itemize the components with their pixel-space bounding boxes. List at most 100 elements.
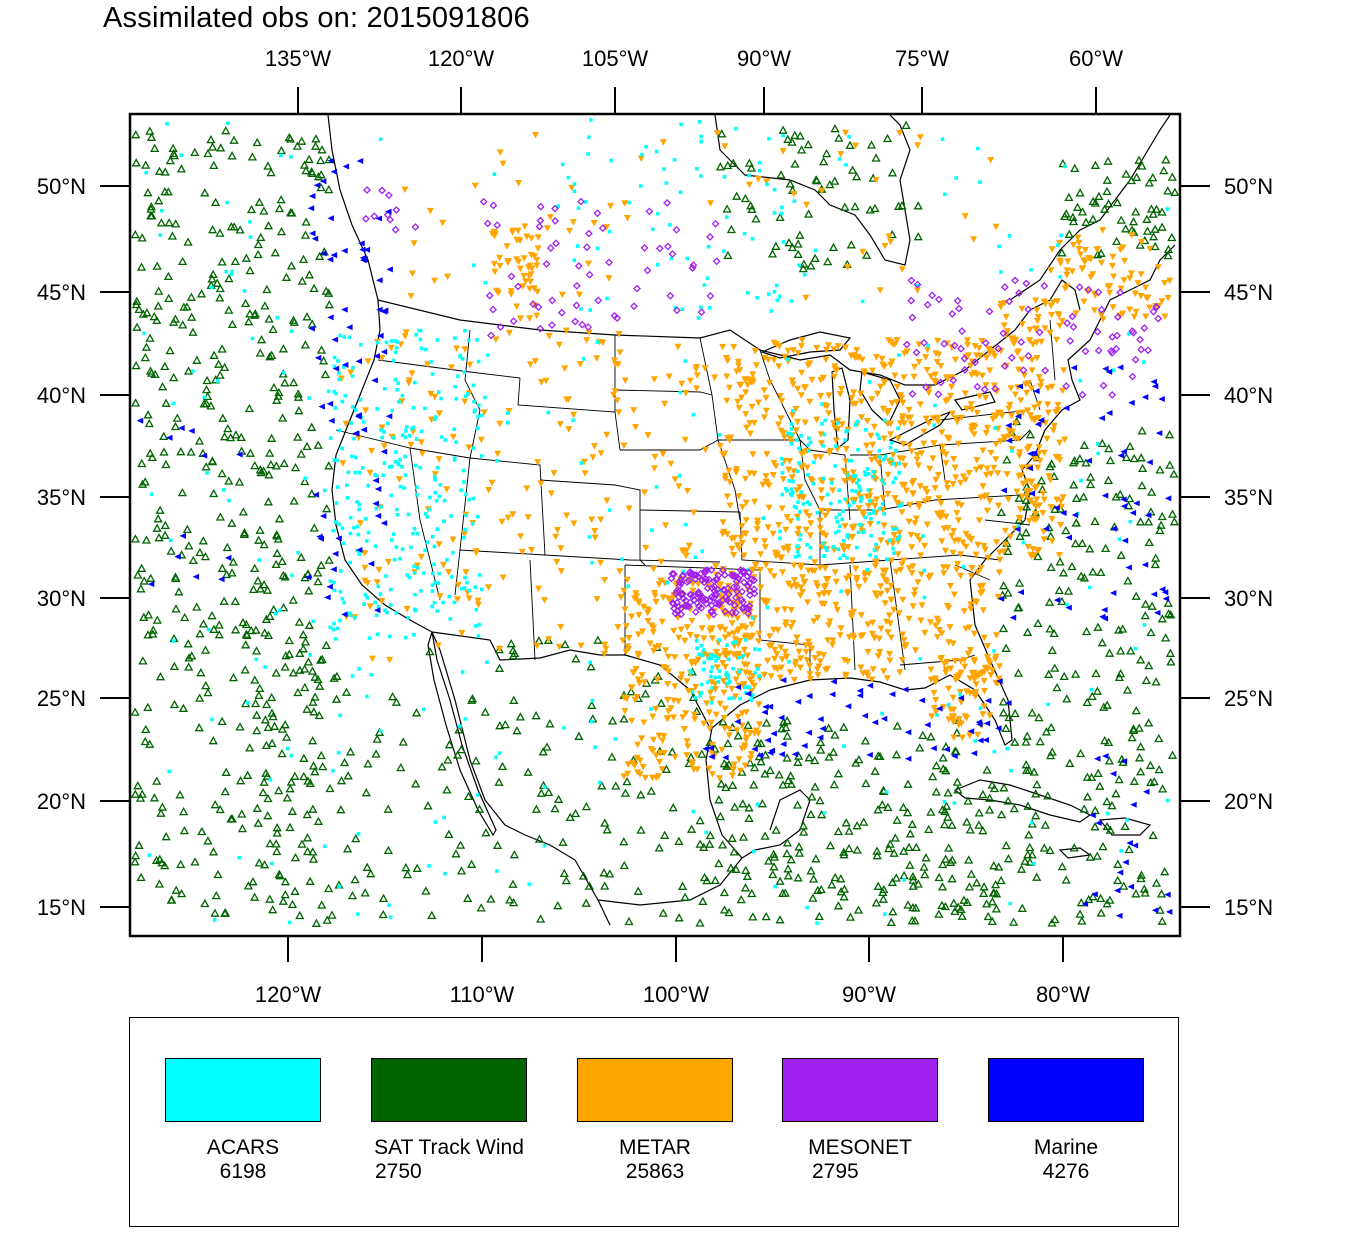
marine-marker: [830, 678, 837, 685]
metar-marker: [507, 291, 515, 298]
sat-track-wind-marker: [287, 899, 298, 909]
metar-marker: [802, 648, 810, 656]
sat-track-wind-marker: [695, 815, 705, 825]
metar-marker: [1018, 464, 1026, 471]
metar-marker: [839, 543, 846, 550]
metar-marker: [734, 615, 741, 622]
acars-marker: [649, 707, 653, 711]
acars-marker: [348, 531, 353, 536]
mesonet-marker: [666, 291, 675, 300]
metar-marker: [984, 654, 991, 661]
acars-marker: [806, 473, 810, 477]
marine-marker: [371, 377, 378, 384]
metar-marker: [939, 704, 947, 711]
metar-marker: [730, 651, 738, 658]
metar-marker: [777, 644, 785, 651]
acars-marker: [757, 647, 761, 652]
sat-track-wind-marker: [999, 783, 1009, 792]
sat-track-wind-marker: [371, 749, 381, 758]
metar-marker: [806, 532, 814, 539]
acars-marker: [397, 400, 401, 404]
marine-marker: [1114, 887, 1121, 894]
marine-marker: [801, 742, 808, 749]
mesonet-marker: [950, 341, 959, 350]
metar-marker: [957, 479, 965, 487]
metar-marker: [794, 385, 802, 393]
metar-marker: [378, 598, 386, 605]
sat-track-wind-marker: [674, 913, 684, 922]
sat-track-wind-marker: [953, 902, 963, 911]
sat-track-wind-marker: [1004, 712, 1014, 722]
mesonet-marker: [643, 266, 652, 275]
sat-track-wind-marker: [290, 771, 300, 780]
marine-marker: [943, 746, 950, 753]
acars-marker: [428, 495, 432, 500]
metar-marker: [380, 443, 388, 450]
marine-marker: [1014, 413, 1022, 420]
acars-marker: [334, 637, 338, 641]
legend-item-mesonet: MESONET 2795: [782, 1058, 938, 1184]
metar-marker: [992, 653, 1000, 661]
marine-marker: [1033, 388, 1040, 395]
sat-track-wind-marker: [622, 776, 632, 786]
sat-track-wind-marker: [787, 242, 798, 252]
marine-marker: [332, 365, 340, 372]
metar-marker: [730, 552, 738, 559]
sat-track-wind-marker: [561, 875, 571, 885]
metar-marker: [967, 362, 975, 370]
sat-track-wind-marker: [1023, 801, 1033, 810]
metar-marker: [755, 630, 763, 638]
sat-track-wind-marker: [839, 722, 849, 731]
sat-track-wind-marker: [280, 378, 290, 387]
sat-track-wind-marker: [152, 261, 162, 270]
left-axis-label: 25°N: [37, 686, 86, 711]
acars-marker: [413, 592, 417, 597]
sat-track-wind-marker: [599, 868, 609, 877]
metar-marker: [849, 469, 857, 477]
sat-track-wind-marker: [534, 834, 545, 843]
metar-marker: [948, 532, 956, 540]
metar-marker: [869, 619, 877, 627]
sat-track-wind-marker: [536, 788, 546, 797]
marine-marker: [722, 754, 729, 761]
acars-marker: [690, 690, 695, 694]
metar-marker: [934, 418, 942, 426]
marine-marker: [1030, 450, 1038, 456]
marine-marker: [318, 403, 325, 410]
sat-track-wind-marker: [1013, 668, 1024, 677]
sat-track-wind-marker: [728, 780, 738, 790]
metar-marker: [957, 669, 965, 677]
metar-marker: [1056, 239, 1063, 247]
acars-marker: [992, 749, 997, 754]
metar-marker: [889, 451, 897, 459]
metar-marker: [1033, 317, 1041, 325]
acars-marker: [673, 306, 678, 310]
acars-marker: [835, 520, 840, 524]
sat-track-wind-marker: [1157, 511, 1167, 521]
sat-track-wind-marker: [217, 468, 227, 478]
metar-marker: [593, 596, 601, 603]
sat-track-wind-marker: [1081, 626, 1092, 636]
sat-track-wind-marker: [298, 644, 308, 653]
marine-marker: [326, 583, 333, 590]
mesonet-marker: [536, 324, 545, 333]
acars-marker: [742, 231, 747, 236]
metar-marker: [533, 257, 541, 264]
metar-marker: [601, 641, 609, 649]
metar-marker: [857, 398, 865, 406]
acars-marker: [342, 600, 346, 605]
acars-marker: [737, 669, 742, 674]
acars-marker: [713, 654, 718, 659]
mesonet-marker: [1108, 390, 1117, 399]
sat-track-wind-marker: [271, 839, 281, 848]
marine-marker: [1106, 410, 1113, 416]
metar-marker: [1043, 435, 1051, 443]
sat-track-wind-marker: [1071, 493, 1082, 502]
sat-track-wind-marker: [316, 345, 327, 354]
metar-marker: [723, 373, 731, 380]
sat-track-wind-marker: [347, 890, 358, 900]
sat-track-wind-marker: [702, 875, 712, 885]
metar-marker: [967, 647, 974, 654]
metar-marker: [1047, 267, 1055, 274]
mesonet-marker: [738, 567, 747, 576]
